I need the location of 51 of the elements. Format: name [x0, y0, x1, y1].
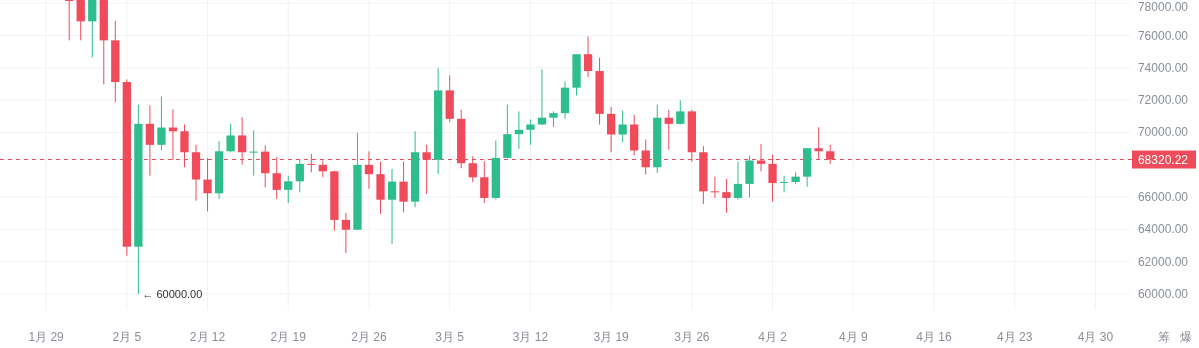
y-tick-label: 60000.00 — [1137, 286, 1189, 301]
x-tick-label: 3月 12 — [512, 330, 549, 344]
text: 筹 — [1158, 330, 1170, 344]
candlestick — [722, 178, 731, 214]
candlestick — [618, 109, 627, 143]
candlestick — [65, 0, 74, 41]
annotation: ← 60000.00 — [142, 287, 203, 300]
x-tick-label: 4月 30 — [1077, 330, 1114, 344]
x-tick-label: 4月 23 — [997, 330, 1033, 344]
candlestick — [676, 99, 685, 125]
text: 爆 — [1180, 330, 1192, 344]
y-tick-label: 64000.00 — [1137, 222, 1189, 237]
candlestick — [583, 35, 593, 78]
y-tick-label: 78000.00 — [1137, 0, 1189, 14]
ref-line-label: 68320.22 — [1137, 152, 1189, 167]
candlestick — [341, 212, 351, 254]
y-tick-label: 70000.00 — [1137, 125, 1189, 140]
x-tick-label: 1月 29 — [28, 330, 65, 344]
y-tick-label: 76000.00 — [1137, 28, 1189, 43]
candlestick — [284, 175, 293, 204]
candlestick — [295, 159, 304, 193]
candlestick — [733, 161, 743, 201]
y-tick-label: 62000.00 — [1137, 254, 1189, 269]
candlestick — [664, 109, 673, 151]
x-tick-label: 2月 12 — [189, 330, 226, 344]
x-tick-label: 2月 19 — [270, 330, 307, 344]
x-tick-label: 4月 16 — [916, 330, 952, 344]
x-tick-label: 2月 5 — [112, 330, 142, 344]
candlestick — [157, 95, 166, 151]
candlestick — [88, 0, 97, 59]
candlestick — [526, 118, 535, 146]
x-tick-label: 4月 2 — [758, 330, 788, 344]
candlestick — [779, 175, 789, 193]
y-tick-label: 74000.00 — [1137, 60, 1189, 75]
candlestick — [76, 0, 85, 41]
candlestick — [606, 106, 616, 153]
candlestick — [503, 103, 512, 159]
candlestick — [710, 176, 720, 199]
y-tick-label: 66000.00 — [1137, 189, 1189, 204]
x-tick-label: 3月 19 — [593, 330, 630, 344]
candlestick — [249, 129, 258, 177]
candlestick — [387, 168, 397, 245]
y-tick-label: 72000.00 — [1137, 93, 1189, 108]
candlestick — [226, 123, 235, 153]
candlestick — [480, 160, 489, 204]
x-tick-label: 3月 26 — [674, 330, 710, 344]
x-tick-label: 3月 5 — [435, 330, 465, 344]
x-tick-label: 2月 26 — [351, 330, 387, 344]
candlestick — [399, 161, 408, 213]
x-tick-label: 4月 9 — [838, 330, 868, 344]
candlestick — [745, 154, 754, 198]
